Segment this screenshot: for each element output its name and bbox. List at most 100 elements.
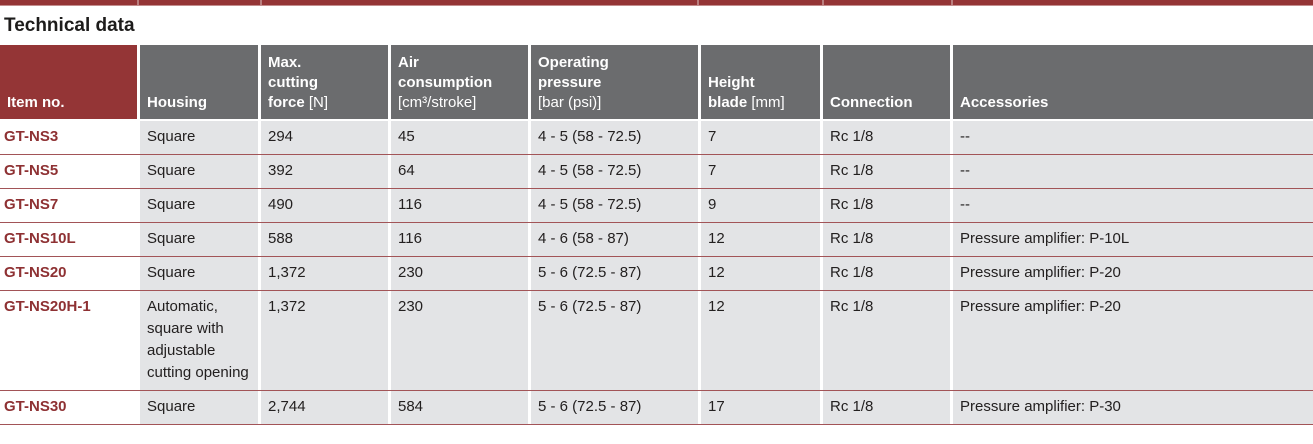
cell-housing: Square: [140, 391, 258, 424]
cell-item_no: GT-NS5: [0, 155, 137, 188]
header-cell-item_no: Item no.: [0, 45, 137, 119]
cell-connection: Rc 1/8: [823, 257, 950, 290]
cell-operating_pressure: 5 - 6 (72.5 - 87): [531, 291, 698, 390]
header-line: [cm³/stroke]: [398, 93, 521, 113]
header-cell-operating_pressure: Operating pressure [bar (psi)]: [531, 45, 698, 119]
header-line: Max.: [268, 53, 381, 73]
cell-item_no: GT-NS20: [0, 257, 137, 290]
cell-accessories: Pressure amplifier: P-10L: [953, 223, 1313, 256]
header-cell-height_blade: Height blade [mm]: [701, 45, 820, 119]
cell-item_no: GT-NS30: [0, 391, 137, 424]
cell-accessories: Pressure amplifier: P-30: [953, 391, 1313, 424]
header-line: Connection: [830, 93, 943, 113]
cell-operating_pressure: 4 - 5 (58 - 72.5): [531, 155, 698, 188]
cell-accessories: --: [953, 189, 1313, 222]
cell-item_no: GT-NS10L: [0, 223, 137, 256]
header-label: Item no.: [7, 94, 65, 111]
cell-housing: Square: [140, 155, 258, 188]
cell-accessories: --: [953, 155, 1313, 188]
cell-item_no: GT-NS20H-1: [0, 291, 137, 390]
header-label: Height: [708, 74, 755, 91]
header-unit: [N]: [304, 94, 329, 111]
header-unit: [cm³/stroke]: [398, 94, 477, 111]
header-line: Item no.: [7, 93, 130, 113]
cell-item_no: GT-NS3: [0, 121, 137, 154]
strip-column-divider: [951, 0, 953, 5]
cell-housing: Square: [140, 223, 258, 256]
header-line: Accessories: [960, 93, 1306, 113]
cell-height_blade: 12: [701, 291, 820, 390]
cell-connection: Rc 1/8: [823, 121, 950, 154]
header-line: cutting: [268, 73, 381, 93]
table-row: GT-NS20 Square 1,372 230 5 - 6 (72.5 - 87) 12…: [0, 257, 1313, 291]
strip-column-divider: [697, 0, 699, 5]
table-row: GT-NS7 Square 490 116 4 - 5 (58 - 72.5) 9 Rc 1…: [0, 189, 1313, 223]
cell-operating_pressure: 5 - 6 (72.5 - 87): [531, 257, 698, 290]
table-row: GT-NS20H-1 Automatic, square with adjusta…: [0, 291, 1313, 391]
header-label: consumption: [398, 74, 493, 91]
cell-operating_pressure: 5 - 6 (72.5 - 87): [531, 391, 698, 424]
header-line: consumption: [398, 73, 521, 93]
cell-item_no: GT-NS7: [0, 189, 137, 222]
header-label: pressure: [538, 74, 602, 91]
header-line: force [N]: [268, 93, 381, 113]
table-row: GT-NS3 Square 294 45 4 - 5 (58 - 72.5) 7 Rc 1/…: [0, 121, 1313, 155]
cell-height_blade: 7: [701, 121, 820, 154]
cell-max_cutting_force: 392: [261, 155, 388, 188]
header-cell-accessories: Accessories: [953, 45, 1313, 119]
header-line: Housing: [147, 93, 251, 113]
header-unit: [bar (psi)]: [538, 94, 602, 111]
cell-max_cutting_force: 588: [261, 223, 388, 256]
header-label: Max.: [268, 54, 302, 71]
cell-air_consumption: 584: [391, 391, 528, 424]
cell-air_consumption: 230: [391, 291, 528, 390]
strip-column-divider: [137, 0, 139, 5]
header-line: pressure: [538, 73, 691, 93]
header-line: Height: [708, 73, 813, 93]
strip-column-divider: [822, 0, 824, 5]
cell-height_blade: 17: [701, 391, 820, 424]
cell-accessories: --: [953, 121, 1313, 154]
cell-air_consumption: 116: [391, 189, 528, 222]
cell-accessories: Pressure amplifier: P-20: [953, 291, 1313, 390]
cell-connection: Rc 1/8: [823, 391, 950, 424]
header-label: blade: [708, 94, 748, 111]
cell-height_blade: 12: [701, 257, 820, 290]
header-label: Air: [398, 54, 419, 71]
cell-air_consumption: 45: [391, 121, 528, 154]
cell-housing: Square: [140, 189, 258, 222]
cell-max_cutting_force: 490: [261, 189, 388, 222]
table-body: GT-NS3 Square 294 45 4 - 5 (58 - 72.5) 7 Rc 1/…: [0, 121, 1313, 425]
header-line: Air: [398, 53, 521, 73]
previous-table-bottom-edge: [0, 0, 1313, 6]
cell-height_blade: 12: [701, 223, 820, 256]
header-cell-housing: Housing: [140, 45, 258, 119]
table-row: GT-NS10L Square 588 116 4 - 6 (58 - 87) 12 Rc …: [0, 223, 1313, 257]
cell-connection: Rc 1/8: [823, 155, 950, 188]
cell-max_cutting_force: 294: [261, 121, 388, 154]
header-label: cutting: [268, 74, 318, 91]
header-label: Accessories: [960, 94, 1049, 111]
header-unit: [mm]: [747, 94, 785, 111]
cell-max_cutting_force: 2,744: [261, 391, 388, 424]
cell-accessories: Pressure amplifier: P-20: [953, 257, 1313, 290]
cell-height_blade: 7: [701, 155, 820, 188]
header-label: Connection: [830, 94, 913, 111]
cell-max_cutting_force: 1,372: [261, 257, 388, 290]
header-label: Housing: [147, 94, 207, 111]
header-line: [bar (psi)]: [538, 93, 691, 113]
header-line: blade [mm]: [708, 93, 813, 113]
technical-data-table: Item no. Housing Max. cutting force [N] Air co…: [0, 45, 1313, 425]
cell-connection: Rc 1/8: [823, 223, 950, 256]
header-cell-connection: Connection: [823, 45, 950, 119]
cell-housing: Automatic, square with adjustable cuttin…: [140, 291, 258, 390]
header-label: Operating: [538, 54, 609, 71]
cell-air_consumption: 64: [391, 155, 528, 188]
strip-column-divider: [260, 0, 262, 5]
header-line: Operating: [538, 53, 691, 73]
cell-air_consumption: 116: [391, 223, 528, 256]
cell-housing: Square: [140, 121, 258, 154]
page-title: Technical data: [4, 15, 135, 36]
cell-housing: Square: [140, 257, 258, 290]
